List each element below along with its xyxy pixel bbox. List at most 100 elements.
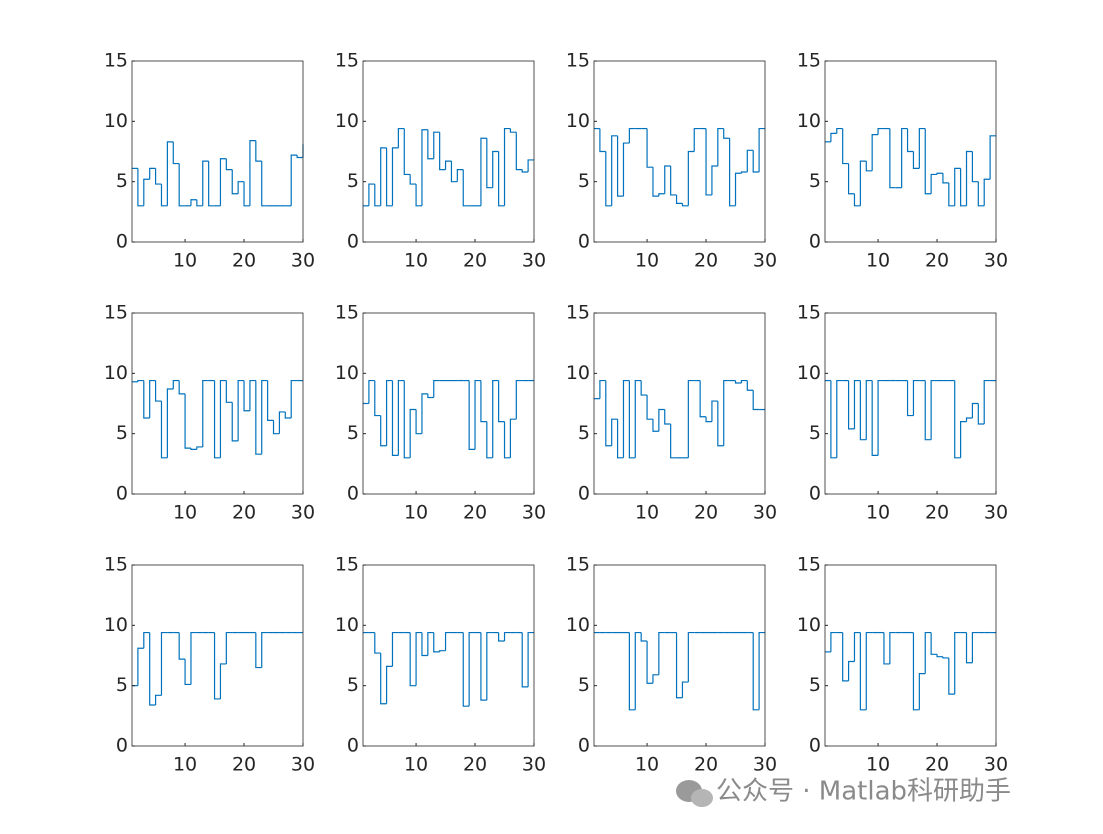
stair-step bbox=[611, 418, 618, 446]
stair-step bbox=[261, 379, 268, 455]
y-tick-label: 5 bbox=[809, 170, 821, 192]
stair-step bbox=[758, 127, 765, 173]
stair-step bbox=[202, 160, 209, 206]
y-tick-label: 15 bbox=[797, 554, 821, 576]
x-tick-label: 10 bbox=[866, 754, 890, 776]
y-tick-label: 10 bbox=[104, 614, 128, 636]
stair-step bbox=[960, 421, 967, 458]
axes-box bbox=[362, 312, 535, 495]
stair-step bbox=[948, 182, 955, 207]
stair-step bbox=[243, 380, 250, 412]
stair-step bbox=[468, 380, 476, 450]
x-tick-label: 20 bbox=[232, 502, 256, 524]
x-tick-label: 10 bbox=[404, 250, 428, 272]
stair-step bbox=[415, 409, 422, 435]
stair-step bbox=[427, 393, 434, 399]
stair-step bbox=[936, 172, 943, 175]
y-tick-label: 0 bbox=[116, 231, 128, 253]
y-tick-label: 5 bbox=[578, 170, 590, 192]
x-tick-label: 20 bbox=[925, 502, 949, 524]
stair-step bbox=[847, 163, 855, 195]
axes-box bbox=[824, 564, 997, 747]
y-tick-label: 10 bbox=[566, 110, 590, 132]
axes-background bbox=[363, 313, 534, 494]
x-tick-label: 10 bbox=[635, 250, 659, 272]
stair-step bbox=[646, 641, 653, 684]
y-tick-label: 10 bbox=[335, 110, 359, 132]
watermark-icon bbox=[676, 780, 713, 807]
stair-step bbox=[184, 659, 191, 686]
y-tick-label: 15 bbox=[335, 554, 359, 576]
stair-step bbox=[889, 631, 896, 664]
stair-step bbox=[255, 380, 262, 455]
stair-step bbox=[149, 167, 156, 180]
y-tick-label: 0 bbox=[578, 231, 590, 253]
stair-step bbox=[527, 159, 534, 173]
y-tick-label: 15 bbox=[797, 50, 821, 72]
stair-step bbox=[196, 446, 203, 450]
x-tick-label: 30 bbox=[291, 502, 315, 524]
stair-step bbox=[521, 169, 529, 173]
stair-step bbox=[474, 379, 481, 450]
stair-step bbox=[267, 380, 274, 421]
stair-step bbox=[391, 380, 399, 456]
y-tick-label: 15 bbox=[566, 302, 590, 324]
x-tick-label: 30 bbox=[984, 250, 1008, 272]
stair-step bbox=[368, 379, 375, 404]
stair-step bbox=[503, 127, 511, 206]
stair-step bbox=[930, 632, 938, 655]
x-tick-label: 20 bbox=[463, 250, 487, 272]
axes-background bbox=[594, 565, 765, 746]
stair-step bbox=[462, 169, 470, 207]
stair-step bbox=[859, 160, 867, 206]
stair-step bbox=[450, 161, 458, 183]
stair-step bbox=[380, 415, 387, 447]
stair-step bbox=[509, 418, 517, 458]
x-tick-label: 10 bbox=[173, 754, 197, 776]
stair-step bbox=[237, 181, 245, 194]
stair-step bbox=[149, 379, 156, 418]
x-tick-label: 30 bbox=[291, 250, 315, 272]
x-tick-label: 10 bbox=[173, 502, 197, 524]
y-tick-label: 5 bbox=[116, 170, 128, 192]
x-tick-label: 10 bbox=[635, 502, 659, 524]
stair-step bbox=[225, 158, 233, 171]
stair-step bbox=[877, 379, 884, 456]
stair-step bbox=[971, 402, 979, 418]
stair-step bbox=[296, 155, 303, 159]
stair-step bbox=[847, 660, 855, 681]
stair-step bbox=[374, 184, 381, 207]
y-tick-label: 0 bbox=[347, 231, 359, 253]
stair-step bbox=[166, 388, 174, 458]
stair-step bbox=[616, 419, 624, 459]
y-tick-label: 5 bbox=[809, 422, 821, 444]
stair-step bbox=[830, 380, 837, 459]
stair-step bbox=[385, 379, 393, 446]
stair-step bbox=[924, 128, 932, 195]
y-tick-label: 10 bbox=[797, 362, 821, 384]
x-tick-label: 10 bbox=[635, 754, 659, 776]
stair-step bbox=[936, 654, 943, 658]
stair-step bbox=[421, 393, 428, 434]
stair-step bbox=[670, 165, 677, 196]
stair-step bbox=[184, 393, 191, 449]
axes-background bbox=[594, 61, 765, 242]
stair-step bbox=[391, 147, 399, 206]
stair-step bbox=[628, 632, 636, 711]
stair-step bbox=[752, 390, 760, 411]
stair-step bbox=[178, 163, 186, 207]
stair-step bbox=[172, 379, 180, 390]
stair-step bbox=[930, 379, 938, 440]
stair-step bbox=[421, 632, 428, 657]
stair-step bbox=[433, 379, 440, 398]
stair-step bbox=[942, 656, 949, 659]
stair-step bbox=[658, 631, 665, 675]
stair-step bbox=[746, 380, 754, 391]
axes-background bbox=[363, 61, 534, 242]
stair-step bbox=[190, 448, 197, 450]
axes-box bbox=[593, 60, 766, 243]
y-tick-label: 15 bbox=[104, 554, 128, 576]
stair-step bbox=[149, 632, 156, 706]
stair-step bbox=[912, 632, 920, 711]
stair-step bbox=[960, 168, 967, 207]
